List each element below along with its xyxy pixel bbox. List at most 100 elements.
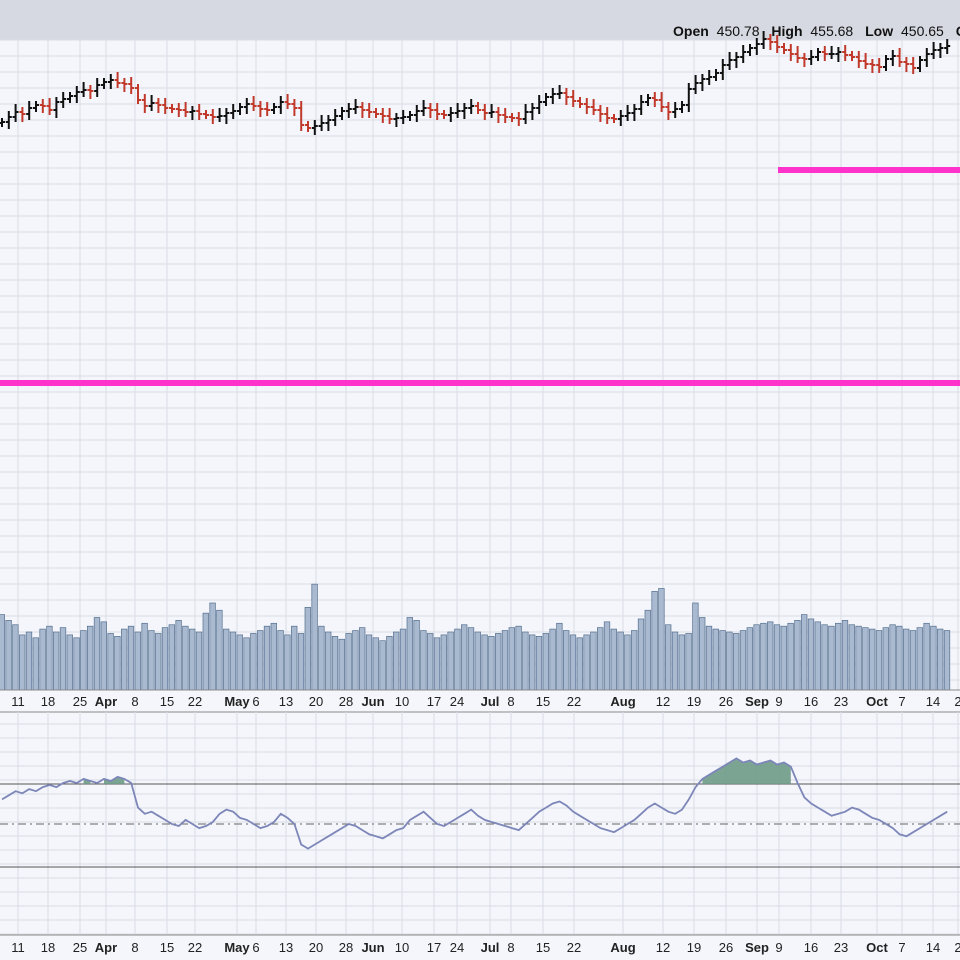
- x-tick-label: Aug: [610, 940, 635, 955]
- x-tick-label: 20: [309, 940, 323, 955]
- price-bar: [515, 112, 522, 126]
- volume-bar: [739, 630, 747, 691]
- x-tick-label: 22: [567, 694, 581, 709]
- volume-bar: [937, 628, 944, 691]
- price-bar: [760, 31, 767, 49]
- price-bar: [257, 101, 264, 117]
- x-tick-label: Jul: [481, 940, 500, 955]
- volume-bar: [807, 618, 815, 691]
- x-tick-label: 2: [954, 694, 960, 709]
- volume-bar: [345, 633, 352, 691]
- volume-bar: [821, 624, 828, 691]
- price-bar: [169, 104, 175, 113]
- price-bar: [141, 94, 148, 113]
- volume-bar: [127, 625, 135, 691]
- volume-bar: [597, 627, 604, 691]
- volume-bar: [379, 640, 386, 691]
- x-tick-label: 19: [687, 940, 701, 955]
- volume-bar: [39, 628, 46, 691]
- price-bar: [26, 101, 33, 120]
- x-tick-label: Jul: [481, 694, 500, 709]
- volume-bar: [393, 631, 400, 691]
- volume-bar: [223, 628, 230, 691]
- volume-bar: [542, 633, 549, 691]
- price-bar: [495, 107, 502, 123]
- x-tick-label: 15: [160, 940, 174, 955]
- price-bar: [801, 53, 808, 67]
- volume-bar: [699, 617, 706, 691]
- volume-bar: [501, 630, 509, 691]
- volume-bar: [189, 628, 196, 691]
- price-bar: [794, 46, 801, 63]
- volume-bar: [19, 634, 26, 691]
- x-tick-label: 8: [131, 694, 138, 709]
- price-bar: [638, 95, 645, 115]
- x-tick-label: Sep: [745, 940, 769, 955]
- volume-bar: [114, 635, 121, 691]
- price-bar: [80, 82, 87, 97]
- price-bar: [216, 108, 223, 122]
- volume-bar: [563, 630, 570, 691]
- price-bar: [563, 88, 570, 105]
- price-bar: [420, 100, 427, 116]
- volume-bar: [216, 609, 223, 691]
- volume-bar: [603, 621, 611, 691]
- price-bar: [379, 108, 386, 123]
- price-bar: [12, 104, 19, 122]
- volume-bar: [53, 631, 60, 691]
- volume-bar: [508, 627, 515, 691]
- x-tick-label: 19: [687, 694, 701, 709]
- price-bar: [114, 72, 121, 88]
- volume-bar: [801, 614, 808, 691]
- price-bars: [0, 31, 951, 135]
- volume-bar: [692, 602, 699, 691]
- volume-bar: [569, 634, 577, 691]
- price-bar: [434, 103, 441, 120]
- price-bar: [447, 107, 454, 122]
- price-bar: [359, 102, 366, 118]
- x-tick-label: 18: [41, 694, 55, 709]
- x-tick-label: 8: [131, 940, 138, 955]
- price-bar: [529, 103, 536, 120]
- price-bar: [937, 43, 944, 58]
- price-bar: [699, 74, 706, 91]
- volume-bar: [229, 631, 237, 691]
- chart-header-bar: [0, 0, 960, 40]
- volume-bar: [617, 631, 624, 691]
- price-bar: [549, 88, 556, 104]
- price-bar: [413, 105, 420, 122]
- price-bar: [787, 44, 794, 61]
- price-bar: [883, 55, 889, 71]
- price-bar: [692, 75, 699, 94]
- price-bar: [733, 52, 740, 68]
- volume-bar: [304, 606, 311, 691]
- x-tick-label: 13: [279, 940, 293, 955]
- price-bar: [407, 111, 413, 121]
- price-bar: [73, 86, 80, 103]
- price-bar: [311, 120, 318, 135]
- price-bar: [726, 52, 733, 70]
- volume-bar: [835, 622, 842, 691]
- volume-bar: [352, 630, 359, 691]
- volume-bar: [658, 588, 665, 691]
- volume-bar: [828, 625, 835, 691]
- volume-bar: [719, 630, 726, 691]
- price-bar: [815, 48, 821, 61]
- price-bar: [19, 107, 26, 122]
- x-tick-label: 22: [188, 694, 202, 709]
- volume-bar: [359, 627, 366, 691]
- x-tick-label: 25: [73, 940, 87, 955]
- x-tick-label: May: [224, 694, 250, 709]
- price-bar: [94, 78, 101, 97]
- x-tick-label: 14: [926, 940, 940, 955]
- x-tick-label: 9: [775, 694, 782, 709]
- volume-bar: [705, 625, 713, 691]
- volume-bar: [121, 628, 128, 691]
- price-bar: [658, 92, 665, 112]
- volume-bar: [338, 638, 345, 691]
- volume-bar: [746, 627, 753, 691]
- volume-bar: [46, 625, 53, 691]
- volume-bar: [712, 628, 719, 691]
- volume-bar: [257, 630, 264, 691]
